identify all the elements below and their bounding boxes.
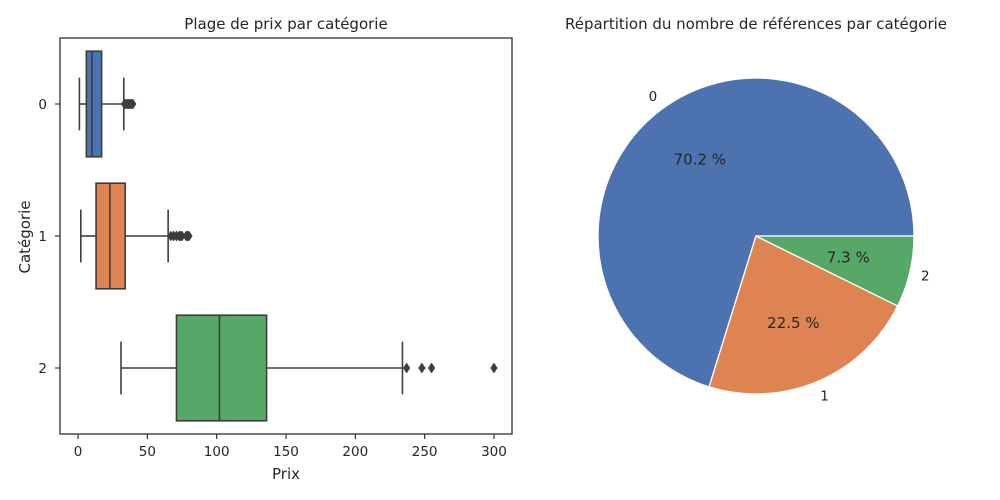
outlier-point <box>402 362 411 374</box>
pie-slice-label: 0 <box>649 89 658 105</box>
pie-percent-label: 7.3 % <box>827 249 870 267</box>
pie-panel: Répartition du nombre de références par … <box>565 15 947 405</box>
pie-slice-label: 2 <box>921 269 930 285</box>
box-category-2 <box>120 314 498 422</box>
box-category-0 <box>78 50 137 158</box>
box-iqr <box>175 314 268 422</box>
boxplot-title: Plage de prix par catégorie <box>184 15 387 33</box>
pie-slice-1 <box>708 235 899 395</box>
x-tick-label: 150 <box>273 444 299 460</box>
y-tick-label: 2 <box>38 361 47 377</box>
box-category-1 <box>79 182 193 290</box>
boxplot-frame <box>59 37 513 435</box>
y-axis-label: Catégorie <box>16 200 34 273</box>
x-tick-label: 300 <box>481 444 507 460</box>
pie-slice-label: 1 <box>820 389 829 405</box>
outlier-point <box>418 362 426 374</box>
x-tick-label: 250 <box>412 444 438 460</box>
x-tick-label: 0 <box>74 444 83 460</box>
x-axis-label: Prix <box>272 465 300 483</box>
pie-plot-area: 0 70.2 % 1 22.5 % 2 7.3 % <box>597 77 930 405</box>
pie-slice-0 <box>597 77 915 388</box>
outlier-point <box>129 98 137 110</box>
outlier-point <box>427 362 436 374</box>
outlier-point <box>185 230 193 242</box>
x-tick-label: 200 <box>342 444 368 460</box>
boxplot-panel: Plage de prix par catégorie 0 50 100 150 200… <box>16 15 513 483</box>
pie-percent-label: 70.2 % <box>674 151 726 169</box>
pie-percent-label: 22.5 % <box>767 314 819 332</box>
y-tick-label: 0 <box>38 97 47 113</box>
outlier-point <box>490 362 498 374</box>
pie-slice-2 <box>755 235 915 307</box>
x-tick-label: 100 <box>204 444 230 460</box>
boxplot-plot-area: 0 50 100 150 200 250 300 0 1 2 <box>38 50 507 460</box>
pie-title: Répartition du nombre de références par … <box>565 15 947 33</box>
y-tick-label: 1 <box>38 229 47 245</box>
box-iqr <box>85 50 103 158</box>
x-tick-label: 50 <box>139 444 156 460</box>
